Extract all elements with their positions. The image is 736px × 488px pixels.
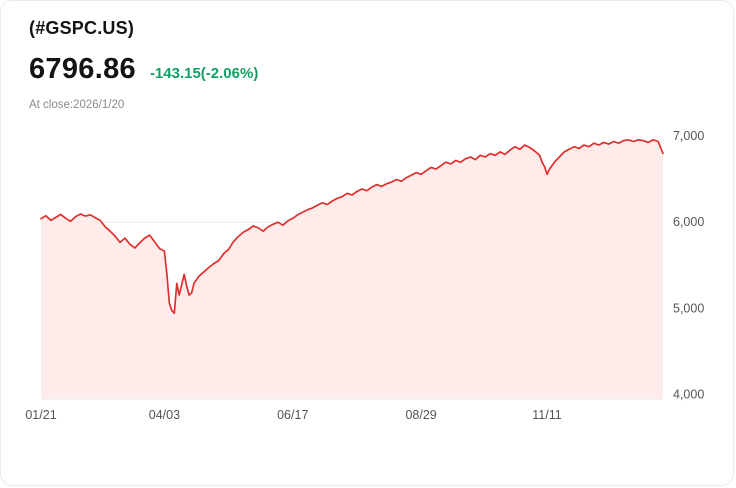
y-tick-label: 4,000 [673,388,704,402]
y-tick-label: 7,000 [673,129,704,143]
x-tick-label: 01/21 [25,408,56,422]
price-chart[interactable]: 7,000 6,000 5,000 4,000 01/21 04/03 06/17 08/29… [1,117,734,435]
x-tick-label: 04/03 [149,408,180,422]
price-row: 6796.86 -143.15(-2.06%) [29,53,705,86]
y-tick-label: 6,000 [673,215,704,229]
x-tick-label: 11/11 [532,408,561,422]
last-price: 6796.86 [29,53,136,85]
x-tick-label: 08/29 [405,408,436,422]
chart-area: 7,000 6,000 5,000 4,000 01/21 04/03 06/17 08/29… [1,117,733,440]
close-timestamp: At close:2026/1/20 [29,99,125,111]
symbol-title: (#GSPC.US) [29,18,135,38]
y-tick-label: 5,000 [673,301,704,315]
price-change: -143.15(-2.06%) [149,65,259,82]
price-line [40,138,664,315]
area-fill [41,139,663,400]
x-tick-label: 06/17 [277,408,308,422]
quote-header: (#GSPC.US) 6796.86 -143.15(-2.06%) At cl… [1,1,733,111]
